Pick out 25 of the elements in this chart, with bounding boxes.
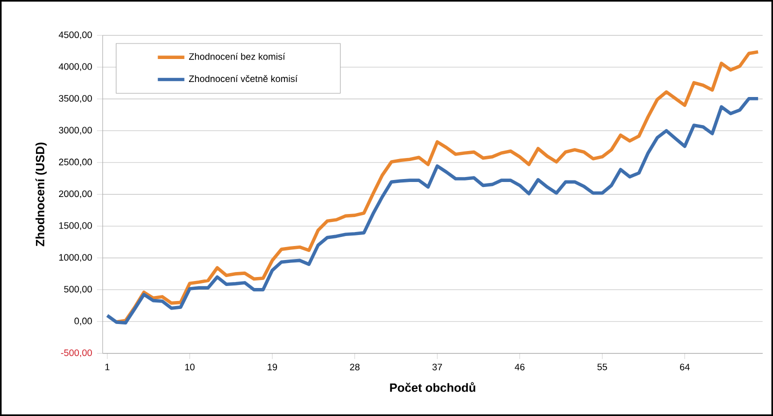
y-tick-label: 4500,00 [58,31,92,40]
x-tick-label: 37 [432,364,442,370]
y-tick-label: 3500,00 [58,95,92,103]
x-tick-label: 64 [680,364,690,370]
x-axis-title: Počet obchodů [390,382,476,392]
x-tick-label: 55 [597,364,608,370]
y-tick-label: 2500,00 [58,158,92,166]
y-axis-title: Zhodnocení (USD) [35,142,47,246]
line-series [106,96,760,324]
x-tick-label: 19 [268,364,277,370]
x-tick-label: 1 [105,364,110,370]
x-tick-label: 46 [514,364,525,370]
y-tick-label: -500,00 [61,349,92,358]
y-tick-label: 3000,00 [58,126,92,135]
x-tick-label: 28 [350,364,360,370]
y-tick-label: 0,00 [74,318,92,326]
y-tick-label: 1000,00 [59,254,92,262]
y-tick-label: 2000,00 [58,190,92,198]
legend-label: Zhodnocení včetně komisí [188,75,298,82]
x-tick-label: 10 [185,364,195,370]
legend-label: Zhodnocení bez komisí [188,52,286,60]
line-series [114,50,760,324]
y-tick-label: 500,00 [64,286,92,294]
y-tick-label: 1500,00 [59,222,92,230]
y-tick-label: 4000,00 [58,63,92,71]
